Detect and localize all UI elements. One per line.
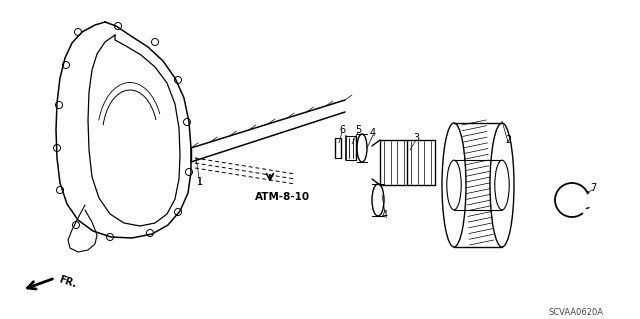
Text: 2: 2 [505,135,511,145]
Text: FR.: FR. [58,274,78,289]
Text: 3: 3 [413,133,419,143]
Text: ATM-8-10: ATM-8-10 [255,192,310,202]
Text: 1: 1 [197,177,203,187]
Text: 7: 7 [590,183,596,193]
Text: 5: 5 [355,125,361,135]
Text: 4: 4 [382,210,388,220]
Text: 6: 6 [339,125,345,135]
Text: 4: 4 [370,128,376,138]
Text: SCVAA0620A: SCVAA0620A [548,308,604,317]
